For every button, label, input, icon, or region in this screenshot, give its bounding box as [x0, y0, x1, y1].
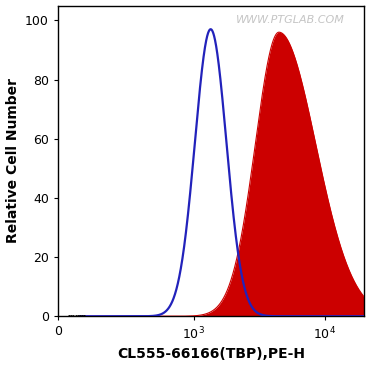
X-axis label: CL555-66166(TBP),PE-H: CL555-66166(TBP),PE-H: [117, 348, 305, 361]
Point: [77, 313, 83, 319]
Y-axis label: Relative Cell Number: Relative Cell Number: [6, 79, 20, 243]
Point: [81, 313, 87, 319]
Point: [73, 313, 78, 319]
Point: [79, 313, 85, 319]
Point: [70, 313, 76, 319]
Text: WWW.PTGLAB.COM: WWW.PTGLAB.COM: [236, 15, 344, 25]
Point: [68, 313, 74, 319]
Point: [75, 313, 81, 319]
Point: [66, 313, 72, 319]
